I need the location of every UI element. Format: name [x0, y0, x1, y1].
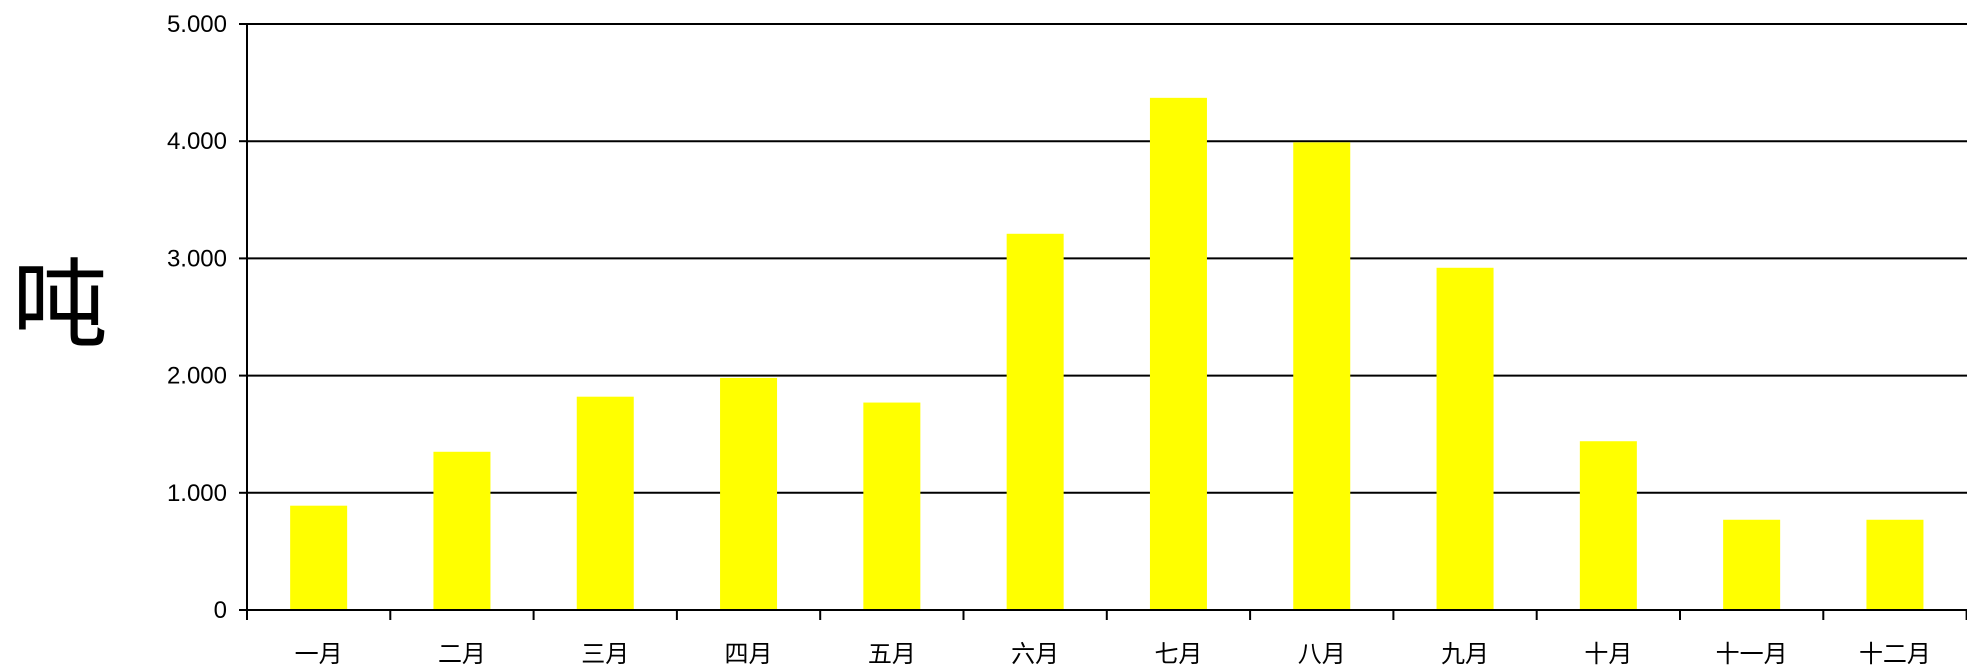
x-tick-label: 九月	[1441, 640, 1489, 668]
x-tick-label: 三月	[581, 640, 629, 668]
bar	[1436, 267, 1494, 610]
y-tick-label: 0	[214, 597, 227, 624]
x-tick-labels: 一月 二月 三月 四月 五月 六月 七月 八月 九月 十月 十一月 十二月	[295, 640, 1931, 668]
x-tick-label: 二月	[438, 640, 486, 668]
y-tick-label: 5.000	[167, 11, 227, 38]
bar	[1293, 142, 1351, 610]
y-axis-label: 吨	[12, 249, 108, 361]
bar	[1006, 233, 1064, 610]
axes	[239, 23, 1967, 620]
bar	[290, 505, 348, 610]
bar	[1579, 441, 1637, 610]
x-tick-label: 一月	[295, 640, 343, 668]
y-tick-labels: 0 1.000 2.000 3.000 4.000 5.000	[167, 11, 227, 624]
bar	[433, 451, 491, 610]
bar	[1149, 97, 1207, 610]
y-tick-label: 1.000	[167, 480, 227, 507]
x-tick-label: 十月	[1584, 640, 1632, 668]
gridlines	[247, 23, 1967, 494]
x-tick-label: 六月	[1011, 640, 1059, 668]
bar	[576, 396, 634, 610]
y-tick-label: 3.000	[167, 245, 227, 272]
bar	[863, 402, 921, 610]
bar	[1866, 519, 1924, 610]
y-tick-label: 2.000	[167, 363, 227, 390]
x-tick-label: 八月	[1298, 640, 1346, 668]
bar	[720, 377, 778, 610]
y-tick-label: 4.000	[167, 128, 227, 155]
bar	[1723, 519, 1781, 610]
x-tick-label: 七月	[1154, 640, 1202, 668]
x-tick-label: 十二月	[1859, 640, 1931, 668]
bars	[290, 97, 1924, 610]
x-tick-label: 四月	[725, 640, 773, 668]
x-tick-label: 十一月	[1716, 640, 1788, 668]
x-tick-label: 五月	[868, 640, 916, 668]
